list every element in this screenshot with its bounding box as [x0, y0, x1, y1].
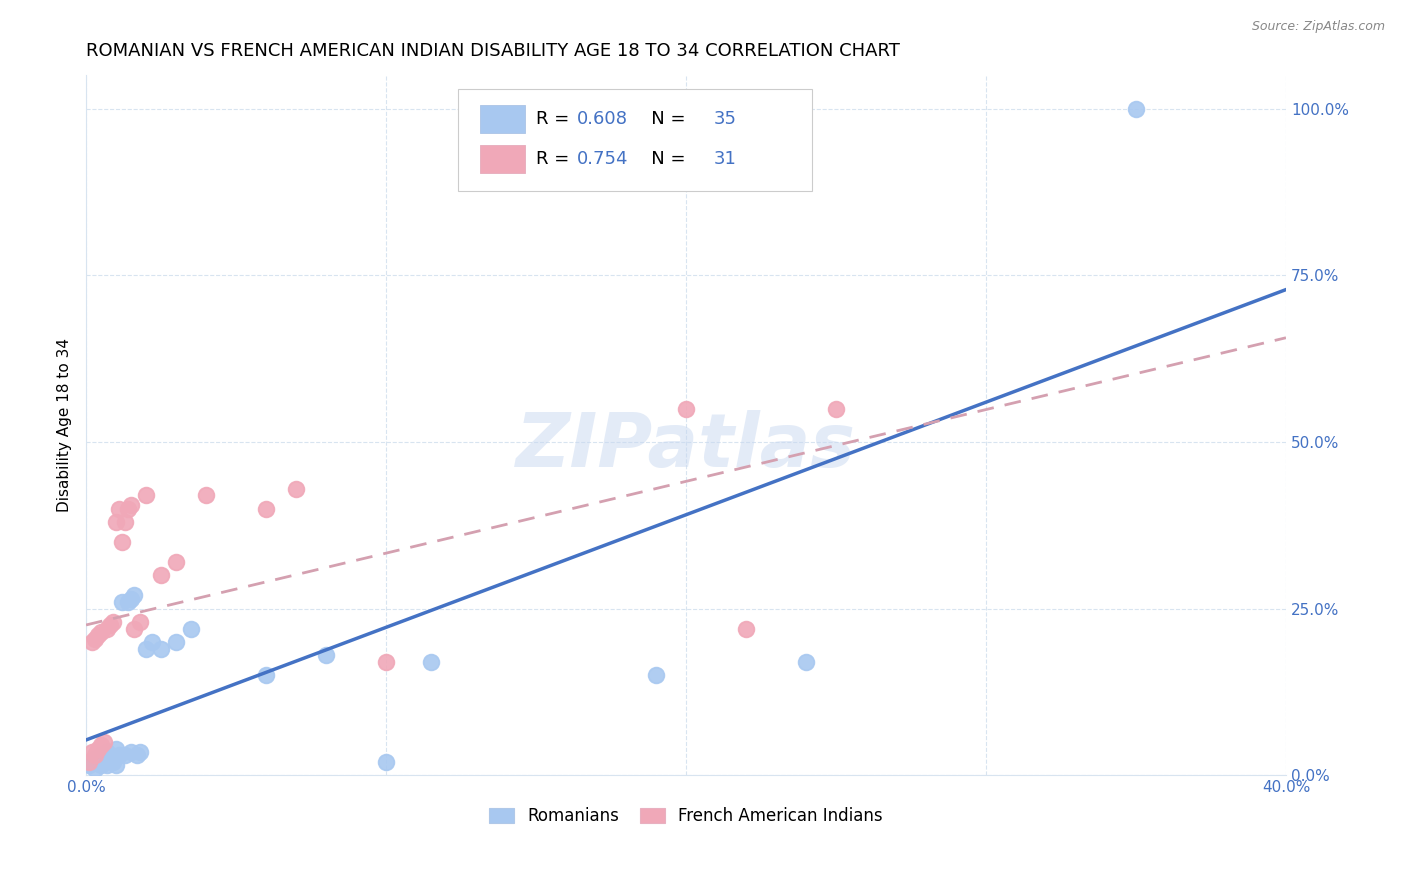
Point [96, 745, 118, 759]
Point [120, 499, 142, 513]
Point [254, 501, 277, 516]
Point [180, 622, 202, 636]
Point [87, 628, 110, 642]
Point [105, 515, 128, 529]
Point [105, 741, 128, 756]
Point [90, 758, 112, 772]
Text: 0.754: 0.754 [576, 150, 628, 169]
Point [129, 615, 152, 629]
Point [108, 748, 131, 763]
Point [87, 741, 110, 756]
Legend: Romanians, French American Indians: Romanians, French American Indians [481, 799, 891, 834]
Point [122, 589, 145, 603]
Text: 0.608: 0.608 [576, 111, 628, 128]
Text: N =: N = [634, 150, 692, 169]
Point [105, 758, 128, 772]
Point [98, 752, 121, 766]
Point [80, 635, 103, 649]
Point [122, 622, 145, 636]
Point [80, 745, 103, 759]
Point [375, 755, 398, 769]
Point [120, 745, 142, 759]
FancyBboxPatch shape [479, 145, 526, 173]
Point [90, 625, 112, 640]
Point [108, 501, 131, 516]
Point [87, 755, 110, 769]
Point [114, 748, 136, 763]
FancyBboxPatch shape [479, 105, 526, 133]
Point [165, 555, 187, 569]
Point [93, 755, 115, 769]
Point [101, 755, 124, 769]
Text: Source: ZipAtlas.com: Source: ZipAtlas.com [1251, 20, 1385, 33]
Point [117, 595, 139, 609]
Point [675, 401, 697, 416]
Text: 31: 31 [714, 150, 737, 169]
Point [375, 655, 398, 669]
Point [117, 501, 139, 516]
Point [98, 618, 121, 632]
Point [96, 622, 118, 636]
Point [111, 535, 134, 549]
Point [111, 595, 134, 609]
Point [1125, 102, 1147, 116]
Point [315, 648, 337, 663]
Point [90, 739, 112, 753]
Point [254, 668, 277, 682]
Point [645, 668, 668, 682]
Point [96, 758, 118, 772]
Point [120, 591, 142, 606]
Point [825, 401, 848, 416]
Point [150, 568, 173, 582]
Text: N =: N = [634, 111, 692, 128]
Point [77, 755, 100, 769]
Point [141, 635, 163, 649]
Point [165, 635, 187, 649]
Point [77, 758, 100, 772]
Point [285, 482, 308, 496]
Point [195, 488, 218, 502]
Point [80, 755, 103, 769]
Point [84, 752, 107, 766]
Text: R =: R = [536, 111, 575, 128]
Text: ROMANIAN VS FRENCH AMERICAN INDIAN DISABILITY AGE 18 TO 34 CORRELATION CHART: ROMANIAN VS FRENCH AMERICAN INDIAN DISAB… [86, 42, 900, 60]
Text: 35: 35 [714, 111, 737, 128]
Text: R =: R = [536, 150, 575, 169]
Point [114, 515, 136, 529]
Point [420, 655, 443, 669]
Point [129, 745, 152, 759]
Point [735, 622, 758, 636]
Y-axis label: Disability Age 18 to 34: Disability Age 18 to 34 [58, 338, 72, 512]
Point [93, 735, 115, 749]
Point [84, 632, 107, 646]
Point [135, 641, 157, 656]
Point [101, 615, 124, 629]
Point [794, 655, 817, 669]
Point [84, 762, 107, 776]
Point [84, 748, 107, 763]
FancyBboxPatch shape [458, 89, 813, 191]
Point [150, 641, 173, 656]
Point [125, 748, 148, 763]
Point [90, 748, 112, 763]
Point [135, 488, 157, 502]
Text: ZIPatlas: ZIPatlas [516, 409, 856, 483]
